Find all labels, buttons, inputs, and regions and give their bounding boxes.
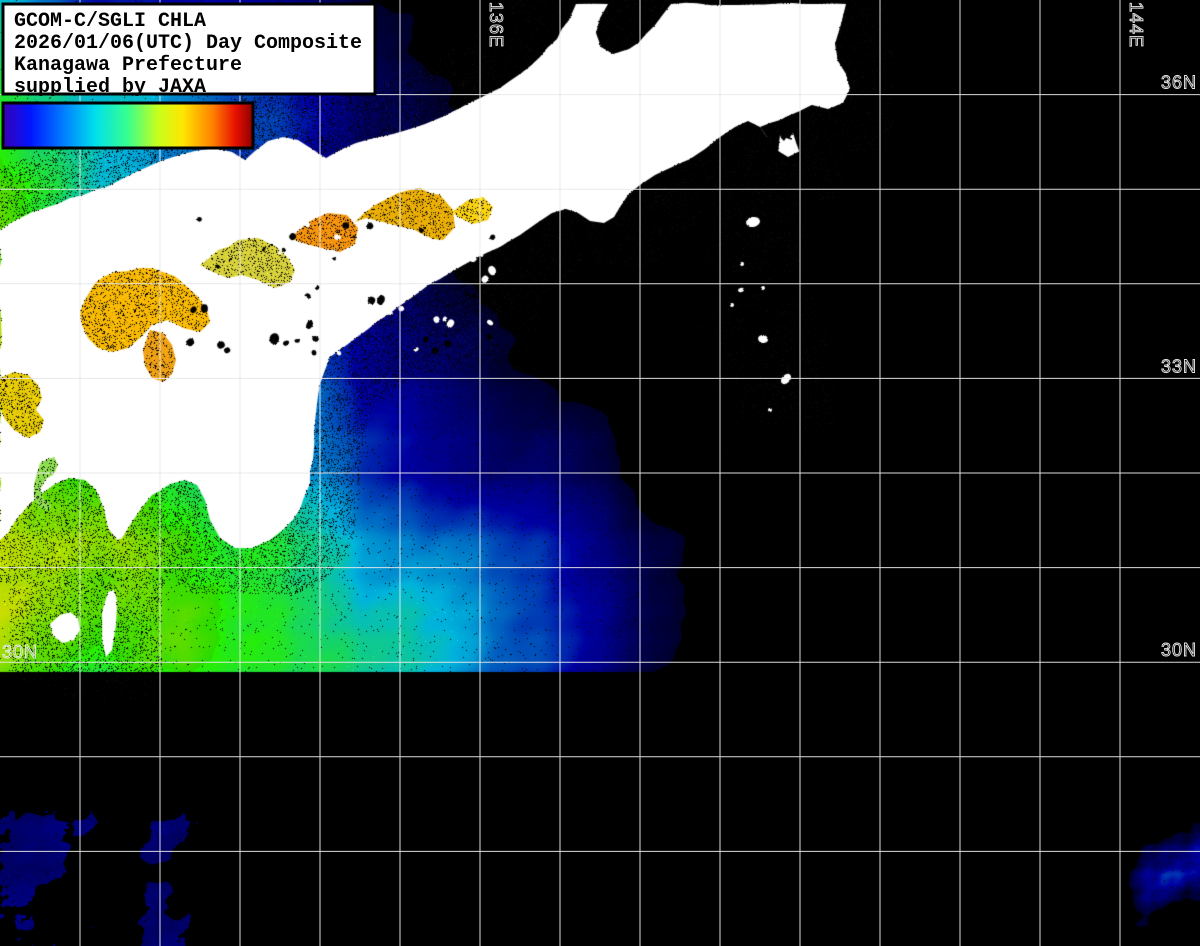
- svg-text:30N: 30N: [2, 642, 38, 662]
- svg-text:36N: 36N: [1161, 73, 1197, 93]
- svg-text:2026/01/06(UTC) Day Composite: 2026/01/06(UTC) Day Composite: [14, 32, 362, 55]
- svg-text:GCOM-C/SGLI CHLA: GCOM-C/SGLI CHLA: [14, 10, 206, 33]
- svg-text:Kanagawa Prefecture: Kanagawa Prefecture: [14, 54, 242, 77]
- svg-text:supplied by JAXA: supplied by JAXA: [14, 76, 206, 99]
- svg-text:30N: 30N: [1161, 640, 1197, 660]
- svg-text:33N: 33N: [1161, 356, 1197, 376]
- svg-text:136E: 136E: [486, 2, 506, 48]
- svg-text:144E: 144E: [1126, 2, 1146, 48]
